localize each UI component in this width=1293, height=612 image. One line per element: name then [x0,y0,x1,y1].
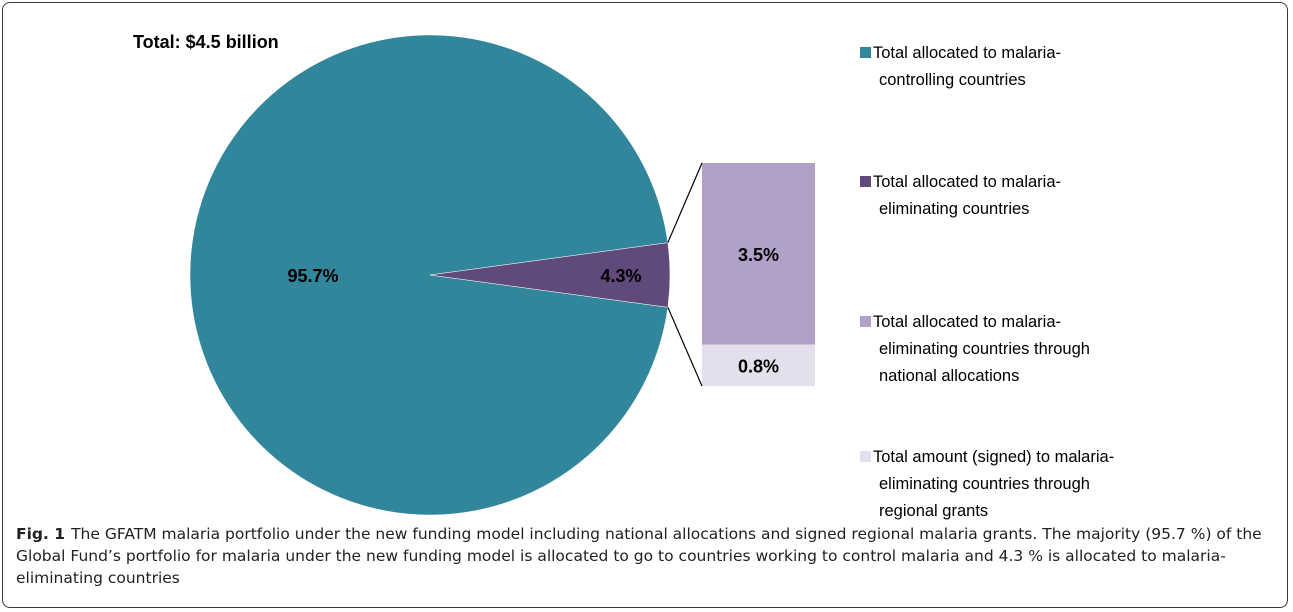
legend-swatch [860,451,871,462]
legend-label: controlling countries [879,71,1026,89]
bar-label-regional: 0.8% [738,356,779,376]
pie-group: 95.7% 4.3% [189,34,671,516]
legend-label: regional grants [879,502,988,520]
legend-swatch [860,47,871,58]
caption-text: The GFATM malaria portfolio under the ne… [16,525,1262,587]
legend-label: eliminating countries [879,200,1029,218]
legend-swatch [860,316,871,327]
figure-caption: Fig. 1 The GFATM malaria portfolio under … [16,523,1278,589]
legend: Total allocated to malaria-controlling c… [860,44,1114,520]
legend-label: Total allocated to malaria- [873,173,1061,191]
connector-line-top [667,162,703,243]
pie-slice-controlling [189,34,669,516]
legend-label: Total amount (signed) to malaria- [873,448,1114,466]
legend-label: Total allocated to malaria- [873,313,1061,331]
legend-label: eliminating countries through [879,475,1090,493]
legend-swatch [860,176,871,187]
caption-label: Fig. 1 [16,525,66,543]
pie-label-eliminating: 4.3% [600,266,641,286]
pie-slice-eliminating [429,242,671,308]
breakdown-bar-group: 3.5% 0.8% [667,162,815,387]
connector-line-bottom [667,307,703,387]
bar-segment-regional [702,344,815,386]
bar-segment-national [702,163,815,345]
pie-label-controlling: 95.7% [287,266,338,286]
chart-title: Total: $4.5 billion [133,32,279,52]
bar-label-national: 3.5% [738,245,779,265]
legend-label: eliminating countries through [879,340,1090,358]
legend-label: national allocations [879,367,1019,385]
legend-label: Total allocated to malaria- [873,44,1061,62]
pie-of-bar-chart: Total: $4.5 billion 95.7% 4.3% 3.5% 0.8% T… [133,32,1114,520]
